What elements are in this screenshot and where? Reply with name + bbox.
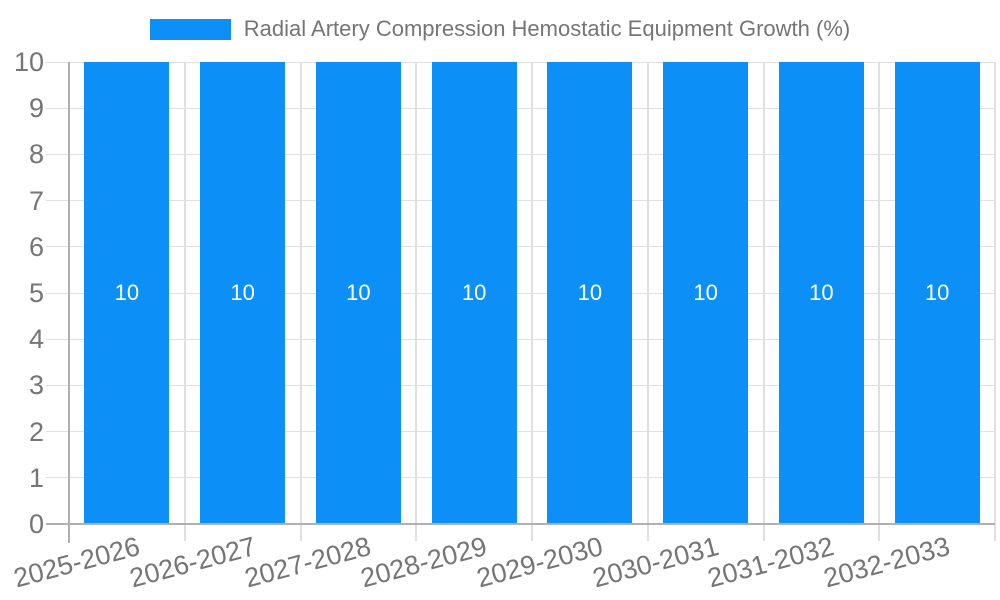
y-gridline — [46, 338, 995, 340]
bar-value-label: 10 — [114, 280, 140, 305]
x-axis-label: 2031-2032 — [704, 531, 838, 594]
category-boundary-line — [878, 62, 881, 541]
bar-value-label: 10 — [577, 280, 603, 305]
bar[interactable] — [778, 62, 864, 524]
y-gridline — [46, 431, 995, 433]
bar-value-label: 10 — [230, 280, 255, 305]
y-axis-label: 8 — [28, 139, 44, 170]
bar[interactable] — [315, 62, 401, 524]
y-gridline — [46, 200, 995, 202]
bar[interactable] — [431, 62, 517, 524]
bar[interactable] — [894, 62, 980, 524]
bar[interactable] — [663, 62, 749, 524]
y-axis-label: 4 — [28, 324, 44, 355]
y-axis-label: 2 — [28, 416, 44, 447]
bar[interactable] — [200, 62, 286, 524]
y-gridline — [46, 477, 995, 479]
y-axis-label: 7 — [28, 185, 44, 216]
category-boundary-line — [183, 62, 186, 541]
y-gridline — [46, 61, 995, 63]
x-axis-label: 2029-2030 — [473, 531, 606, 594]
category-boundary-line — [646, 62, 649, 541]
x-axis-label: 2026-2027 — [125, 531, 259, 594]
y-axis-label: 3 — [28, 370, 44, 401]
y-axis-label: 9 — [28, 93, 44, 124]
x-axis-label: 2032-2033 — [820, 531, 953, 594]
plot-area: 0 1 2 3 4 5 6 7 8 9 10 10 2025-2026 10 2026-2027 10 2027… — [10, 47, 996, 593]
y-gridline — [46, 246, 995, 248]
y-gridline — [46, 107, 995, 109]
x-axis-label: 2025-2026 — [10, 531, 143, 594]
y-gridline — [46, 153, 995, 155]
legend-title[interactable]: Radial Artery Compression Hemostatic Equ… — [243, 16, 851, 41]
bar[interactable] — [547, 62, 633, 524]
y-axis-label: 10 — [13, 47, 44, 77]
legend: Radial Artery Compression Hemostatic Equ… — [0, 16, 1000, 42]
y-axis-line — [68, 62, 70, 543]
x-axis-label: 2028-2029 — [357, 531, 490, 594]
bar-value-label: 10 — [809, 280, 834, 305]
category-boundary-line — [531, 62, 533, 541]
x-axis-baseline — [46, 523, 995, 525]
bar-value-label: 10 — [346, 280, 371, 305]
bar-value-label: 10 — [461, 280, 487, 305]
category-boundary-line — [994, 62, 996, 541]
bar[interactable] — [84, 62, 170, 524]
y-gridline — [46, 292, 995, 294]
y-axis-label: 5 — [28, 278, 44, 308]
x-axis-label: 2030-2031 — [588, 531, 722, 594]
bar-value-label: 10 — [924, 280, 950, 305]
y-axis-label: 0 — [28, 509, 44, 539]
category-boundary-line — [415, 62, 418, 541]
legend-swatch[interactable] — [149, 18, 231, 40]
y-gridline — [46, 384, 995, 386]
y-axis-label: 6 — [28, 231, 44, 262]
bar-value-label: 10 — [693, 280, 718, 305]
y-axis-label: 1 — [28, 462, 44, 493]
category-boundary-line — [762, 62, 765, 541]
category-boundary-line — [299, 62, 302, 541]
x-axis-label: 2027-2028 — [241, 531, 375, 594]
